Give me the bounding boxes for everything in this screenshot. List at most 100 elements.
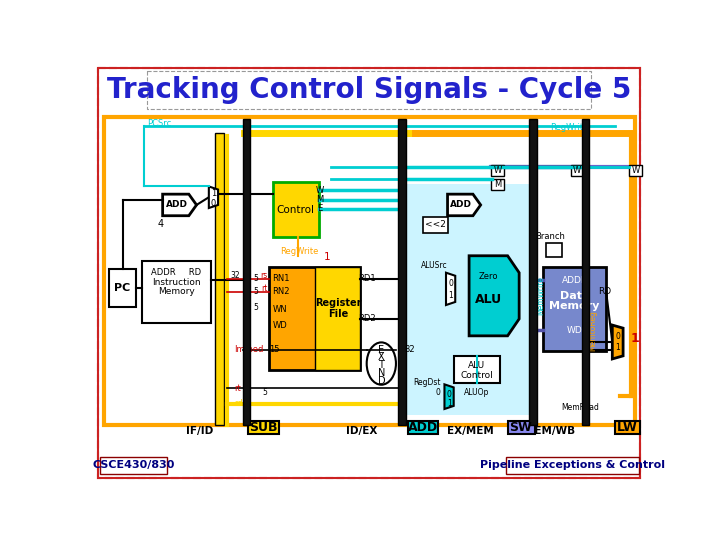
Text: MemWrite: MemWrite [536,276,545,315]
Bar [529,119,537,425]
Text: Data: Data [560,291,590,301]
Text: <<2: <<2 [425,220,446,230]
Bar [406,184,529,415]
Polygon shape [446,273,455,305]
Text: E: E [378,345,384,355]
Bar [142,261,211,323]
Text: 15: 15 [269,345,279,354]
Bar [243,119,251,425]
Text: ADDR     RD: ADDR RD [151,268,202,277]
Bar [269,267,360,370]
Text: ADD: ADD [166,200,187,210]
Text: M: M [316,195,323,204]
Text: RegWrite: RegWrite [550,124,588,132]
Text: LW: LW [617,421,638,434]
Bar [543,267,606,351]
Polygon shape [444,384,454,409]
Text: RN2: RN2 [271,287,289,296]
Text: T: T [379,360,384,370]
Bar [508,421,534,434]
Bar [492,179,504,190]
Text: CSCE430/830: CSCE430/830 [92,460,174,470]
Text: Memory: Memory [549,301,600,311]
Text: Tracking Control Signals - Cycle 5: Tracking Control Signals - Cycle 5 [107,76,631,104]
Text: 1: 1 [323,252,330,262]
Text: WN: WN [273,305,288,314]
Text: 32: 32 [405,345,415,354]
Text: Memory: Memory [158,287,195,296]
Text: SW: SW [509,421,532,434]
Text: 1: 1 [446,399,451,408]
Text: PC: PC [114,283,131,293]
Bar [571,165,583,176]
Bar [315,267,360,370]
Text: Pipeline Exceptions & Control: Pipeline Exceptions & Control [480,460,665,470]
Text: RN1: RN1 [271,274,289,284]
Text: D: D [377,375,385,386]
Bar [248,421,279,434]
Text: 4: 4 [157,219,163,229]
Text: ADDR: ADDR [562,276,588,285]
Polygon shape [209,186,218,208]
Text: Branch: Branch [535,232,565,241]
Text: Register: Register [315,299,361,308]
Text: WD: WD [273,321,288,329]
Text: rt: rt [261,285,267,293]
Text: 0: 0 [446,390,451,399]
Bar [104,117,636,425]
Text: 5: 5 [253,303,258,312]
Bar [454,356,500,383]
Text: 0: 0 [448,279,453,288]
Polygon shape [612,325,623,359]
Bar [408,421,438,434]
Text: EX/MEM: EX/MEM [447,426,494,436]
Text: M: M [494,180,501,188]
Text: RD2: RD2 [358,314,376,323]
Bar [109,269,137,307]
Bar [506,457,639,474]
Text: ADD: ADD [449,200,472,210]
Text: 0: 0 [211,199,216,208]
Text: 0: 0 [616,332,620,341]
Text: SUB: SUB [249,421,278,434]
Text: RD: RD [598,287,611,296]
Text: W: W [631,166,639,175]
Polygon shape [469,256,519,336]
Bar [273,182,319,237]
Bar [492,165,504,176]
Text: ALUOp: ALUOp [464,388,490,396]
Text: Immed: Immed [234,345,264,354]
Text: IF/ID: IF/ID [186,426,213,436]
Text: rt: rt [234,384,241,393]
Text: W: W [493,166,502,175]
Text: ADD: ADD [408,421,438,434]
Text: rs: rs [260,271,267,280]
Text: 5: 5 [253,287,258,296]
Text: RegDst: RegDst [413,379,441,387]
Text: ALU: ALU [468,361,485,370]
Text: X: X [378,353,384,362]
Text: ALU: ALU [474,293,502,306]
Bar [215,132,224,425]
Bar [423,217,448,233]
Text: 32: 32 [230,271,240,280]
Text: 1: 1 [616,343,620,352]
Text: E: E [317,204,323,213]
Text: MemtoReg: MemtoReg [588,310,597,351]
Bar [629,165,642,176]
Text: W: W [315,186,324,195]
Bar [582,119,589,425]
Text: WD: WD [567,326,582,335]
Ellipse shape [366,342,396,384]
Bar [616,421,640,434]
Bar [148,71,590,110]
Text: Instruction: Instruction [152,278,201,287]
Text: RD1: RD1 [358,274,376,284]
Text: 5: 5 [253,274,258,284]
Text: W: W [573,166,581,175]
Text: File: File [328,308,348,319]
Text: Control: Control [460,370,493,380]
Text: RegWrite: RegWrite [281,247,319,256]
Text: ALUSrc: ALUSrc [421,260,448,269]
Text: N: N [377,368,385,378]
